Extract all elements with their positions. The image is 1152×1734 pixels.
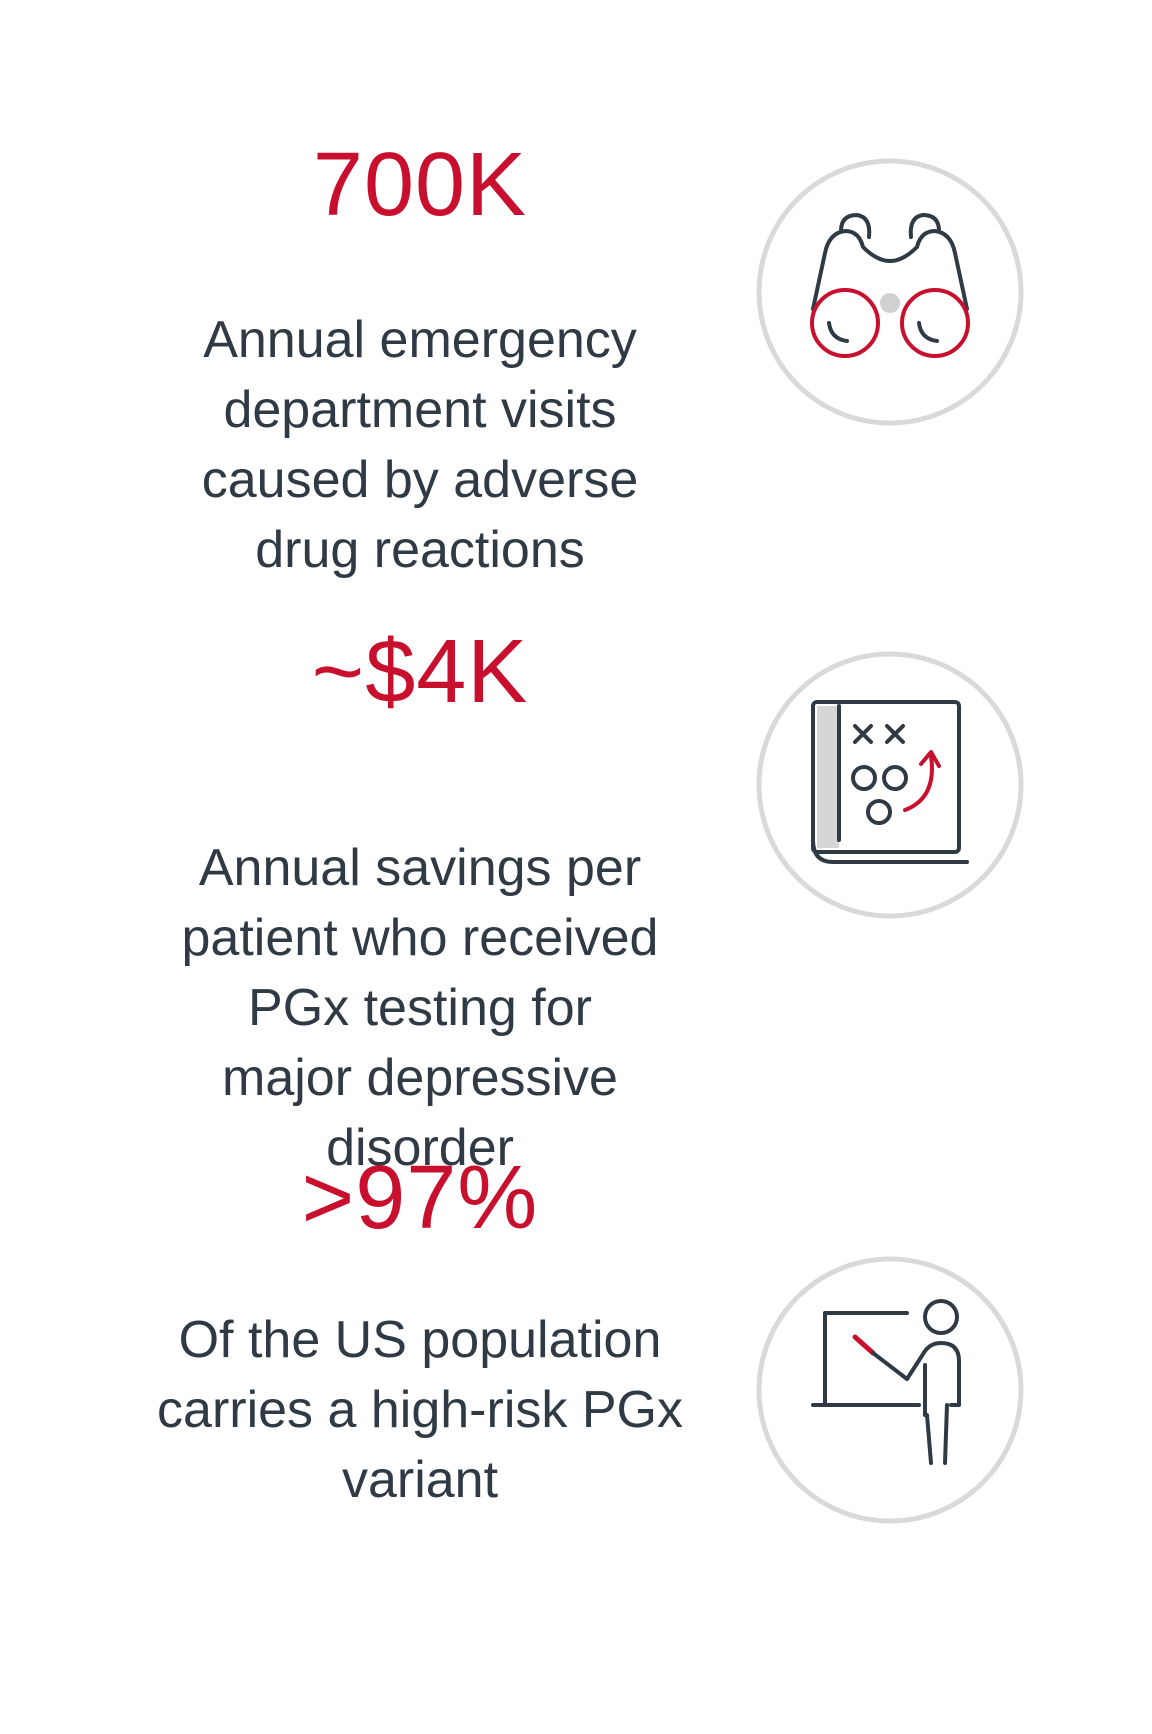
stat-value: >97% [301, 1148, 539, 1248]
playbook-icon [755, 650, 1025, 920]
stat-description-line: patient who received [181, 909, 659, 967]
stat-description-line: disorder [326, 1119, 514, 1177]
stat-value: ~$4K [311, 622, 529, 722]
stat-description-line: PGx testing for [248, 979, 592, 1037]
stat-description-line: caused by adverse [201, 451, 639, 509]
stat-description-line: variant [341, 1451, 499, 1509]
stat-description-line: drug reactions [255, 521, 585, 579]
binoculars-icon [755, 157, 1025, 427]
stat-value: 700K [312, 135, 528, 235]
stat-description-line: Annual savings per [198, 839, 642, 897]
stat-description: Annual emergency department visits cause… [110, 305, 730, 585]
stat-description-line: Of the US population [178, 1311, 662, 1369]
stat-description-line: carries a high-risk PGx [157, 1381, 683, 1439]
stat-description: Annual savings per patient who received … [110, 833, 730, 1183]
stat-description: Of the US population carries a high-risk… [110, 1305, 730, 1515]
stat-description-line: Annual emergency [203, 311, 637, 369]
stat-description-line: major depressive [222, 1049, 618, 1107]
presenter-icon [755, 1255, 1025, 1525]
stat-description-line: department visits [223, 381, 617, 439]
